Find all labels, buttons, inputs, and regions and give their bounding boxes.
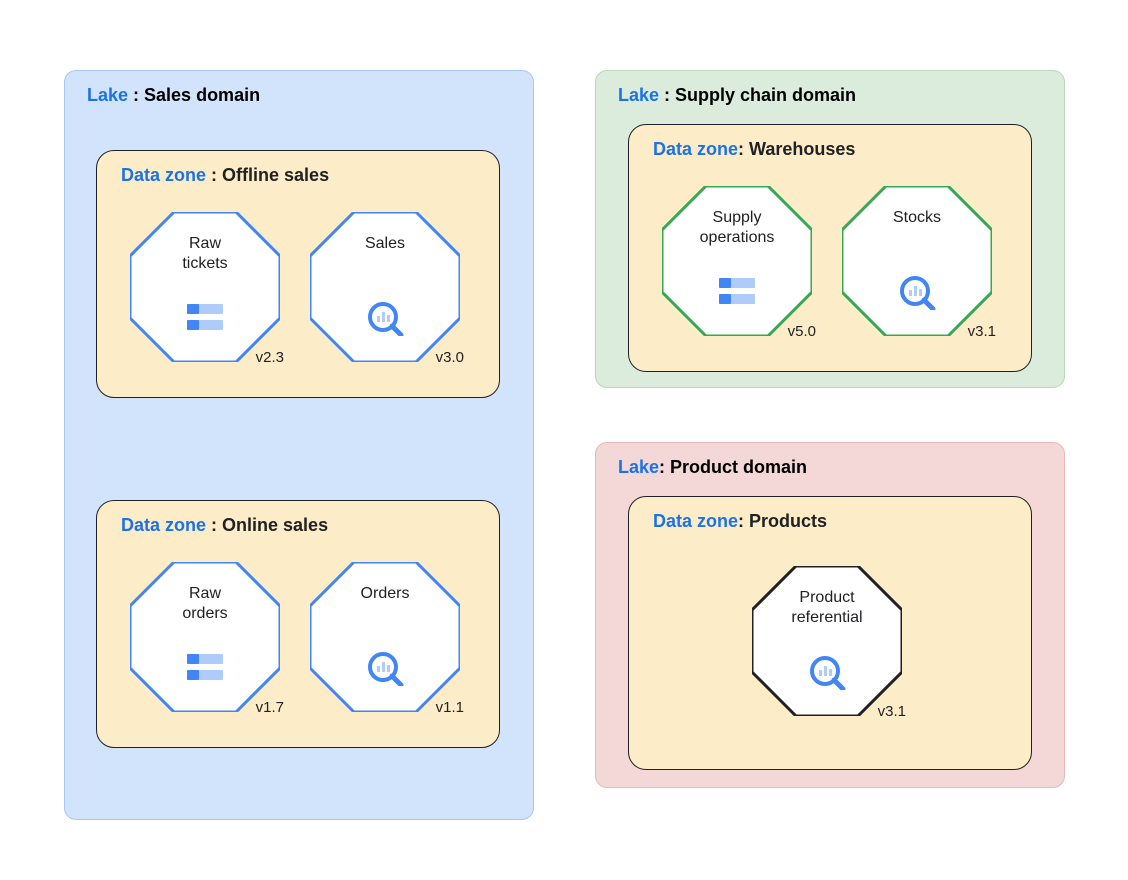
node-label: Stocks xyxy=(842,208,992,228)
data-zone-title: Data zone : Offline sales xyxy=(121,165,329,186)
bigquery-icon xyxy=(897,274,937,310)
lake-name: Sales domain xyxy=(144,85,260,105)
lake-prefix: Lake xyxy=(618,457,659,477)
lake-sep: : xyxy=(659,85,675,105)
node-sales: Sales v3.0 xyxy=(310,212,460,362)
server-icon xyxy=(185,650,225,686)
node-label: Orders xyxy=(310,584,460,604)
data-zone-sep: : xyxy=(206,515,222,535)
lake-sep: : xyxy=(659,457,670,477)
node-label: Rawtickets xyxy=(130,234,280,274)
server-icon xyxy=(717,274,757,310)
bigquery-icon xyxy=(807,654,847,690)
node-label: Productreferential xyxy=(752,588,902,628)
lake-title: Lake : Sales domain xyxy=(87,85,260,106)
data-zone-title: Data zone: Products xyxy=(653,511,827,532)
data-zone-prefix: Data zone xyxy=(653,139,738,159)
node-version: v3.1 xyxy=(878,703,906,720)
data-zone-title: Data zone: Warehouses xyxy=(653,139,855,160)
lake-name: Supply chain domain xyxy=(675,85,856,105)
lake-sep: : xyxy=(128,85,144,105)
data-zone-name: Products xyxy=(749,511,827,531)
bigquery-icon xyxy=(365,300,405,336)
data-zone-name: Warehouses xyxy=(749,139,855,159)
node-version: v2.3 xyxy=(256,349,284,366)
lake-title: Lake: Product domain xyxy=(618,457,807,478)
node-label: Raworders xyxy=(130,584,280,624)
node-version: v3.1 xyxy=(968,323,996,340)
node-stocks: Stocks v3.1 xyxy=(842,186,992,336)
data-zone-prefix: Data zone xyxy=(121,165,206,185)
node-raw-tickets: Rawtickets v2.3 xyxy=(130,212,280,362)
node-supply-operations: Supplyoperations v5.0 xyxy=(662,186,812,336)
node-version: v1.1 xyxy=(436,699,464,716)
data-zone-sep: : xyxy=(738,511,749,531)
data-zone-prefix: Data zone xyxy=(121,515,206,535)
data-zone-title: Data zone : Online sales xyxy=(121,515,328,536)
node-version: v3.0 xyxy=(436,349,464,366)
server-icon xyxy=(185,300,225,336)
node-orders: Orders v1.1 xyxy=(310,562,460,712)
lake-title: Lake : Supply chain domain xyxy=(618,85,856,106)
data-zone-prefix: Data zone xyxy=(653,511,738,531)
data-zone-sep: : xyxy=(206,165,222,185)
data-zone-name: Online sales xyxy=(222,515,328,535)
node-version: v1.7 xyxy=(256,699,284,716)
data-zone-name: Offline sales xyxy=(222,165,329,185)
bigquery-icon xyxy=(365,650,405,686)
node-raw-orders: Raworders v1.7 xyxy=(130,562,280,712)
node-label: Supplyoperations xyxy=(662,208,812,248)
lake-name: Product domain xyxy=(670,457,807,477)
lake-prefix: Lake xyxy=(618,85,659,105)
node-version: v5.0 xyxy=(788,323,816,340)
node-label: Sales xyxy=(310,234,460,254)
data-zone-sep: : xyxy=(738,139,749,159)
node-product-referential: Productreferential v3.1 xyxy=(752,566,902,716)
lake-prefix: Lake xyxy=(87,85,128,105)
